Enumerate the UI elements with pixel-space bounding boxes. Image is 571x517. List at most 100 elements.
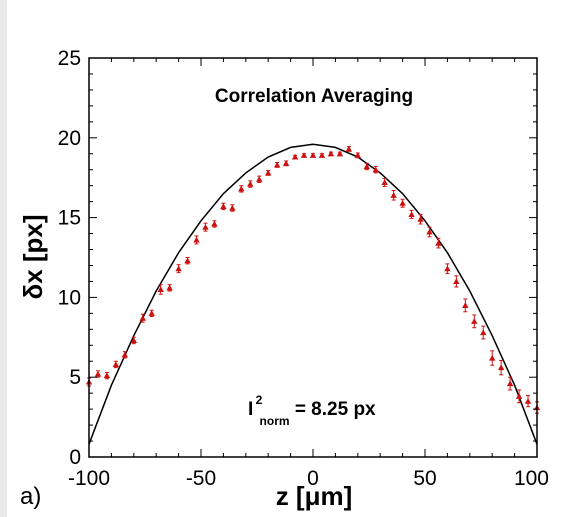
- point-marker: [426, 228, 433, 235]
- data-point: [121, 351, 129, 359]
- point-marker: [506, 380, 514, 387]
- data-point: [462, 298, 469, 313]
- data-point: [345, 145, 353, 152]
- point-marker: [363, 163, 370, 170]
- model-curve: [88, 143, 538, 445]
- data-point: [220, 202, 227, 211]
- point-marker: [166, 284, 173, 291]
- data-point: [381, 177, 388, 187]
- y-axis-label: δx [px]: [18, 214, 48, 299]
- point-marker: [256, 176, 263, 182]
- x-tick-label: 0: [307, 467, 319, 490]
- point-marker: [94, 370, 102, 377]
- data-point: [238, 185, 245, 193]
- point-marker: [112, 361, 120, 367]
- data-point: [166, 284, 173, 292]
- data-point: [256, 175, 263, 183]
- data-point: [354, 152, 361, 159]
- data-point: [336, 150, 344, 157]
- point-marker: [435, 239, 442, 246]
- y-tick-label: 10: [58, 286, 81, 309]
- point-marker: [390, 192, 397, 198]
- data-point: [103, 371, 111, 380]
- data-point: [157, 284, 164, 295]
- point-marker: [282, 160, 290, 166]
- point-marker: [372, 166, 379, 173]
- data-point: [175, 264, 182, 274]
- x-tick-label: -50: [186, 467, 216, 490]
- y-tick-label: 0: [69, 446, 81, 469]
- data-point: [282, 160, 290, 167]
- point-marker: [175, 265, 182, 272]
- data-points-layer: [85, 145, 541, 414]
- data-point: [130, 336, 137, 345]
- data-point: [444, 263, 451, 274]
- point-marker: [417, 215, 424, 222]
- data-point: [515, 389, 523, 404]
- data-point: [148, 309, 155, 318]
- y-tick-label: 5: [69, 366, 81, 389]
- point-marker: [497, 364, 505, 371]
- data-point: [139, 313, 146, 323]
- data-point: [265, 169, 272, 176]
- point-marker: [157, 286, 164, 292]
- panel-edge: [0, 0, 7, 517]
- data-point: [229, 204, 236, 212]
- data-point: [408, 209, 415, 219]
- plot-area: [89, 58, 537, 457]
- point-marker: [211, 220, 218, 227]
- point-marker: [453, 278, 460, 284]
- annotation-subscript: norm: [260, 414, 290, 428]
- y-tick-label: 25: [58, 47, 81, 70]
- point-marker: [399, 200, 406, 206]
- data-point: [202, 222, 209, 232]
- point-marker: [489, 354, 496, 361]
- point-marker: [471, 318, 478, 324]
- point-marker: [444, 265, 451, 272]
- data-point: [273, 161, 281, 168]
- model-curve-layer: [88, 143, 538, 445]
- data-point: [506, 376, 514, 391]
- x-tick-label: 100: [514, 467, 549, 490]
- annotation-value: = 8.25 px: [295, 399, 376, 420]
- axis-ticks: 0 5 10 15 20 25 -100 -50 0 50 100: [58, 47, 549, 490]
- point-marker: [148, 310, 155, 316]
- point-marker: [309, 152, 317, 158]
- data-point: [193, 235, 200, 245]
- point-marker: [354, 152, 361, 158]
- data-point: [435, 237, 442, 249]
- point-marker: [184, 257, 191, 264]
- point-marker: [103, 372, 111, 379]
- data-point: [426, 226, 433, 238]
- data-point: [489, 350, 496, 366]
- point-marker: [220, 203, 227, 209]
- y-tick-label: 20: [58, 127, 81, 150]
- data-point: [184, 257, 191, 265]
- point-marker: [381, 179, 388, 186]
- point-marker: [139, 314, 146, 321]
- data-point: [291, 153, 299, 160]
- point-marker: [247, 180, 254, 187]
- point-marker: [345, 145, 353, 152]
- point-marker: [202, 223, 209, 230]
- point-marker: [318, 152, 326, 158]
- data-point: [363, 162, 370, 171]
- data-point: [497, 359, 505, 376]
- y-tick-label: 15: [58, 207, 81, 230]
- data-point: [94, 370, 102, 378]
- point-marker: [300, 152, 308, 158]
- data-point: [300, 152, 308, 158]
- data-point: [318, 152, 326, 158]
- point-marker: [130, 337, 137, 344]
- data-point: [112, 360, 120, 369]
- point-marker: [462, 302, 469, 308]
- point-marker: [265, 169, 272, 176]
- point-marker: [121, 351, 129, 358]
- point-marker: [273, 161, 281, 168]
- data-point: [399, 198, 406, 208]
- point-marker: [327, 150, 335, 157]
- data-point: [211, 220, 218, 228]
- point-marker: [336, 150, 344, 157]
- point-marker: [229, 204, 236, 211]
